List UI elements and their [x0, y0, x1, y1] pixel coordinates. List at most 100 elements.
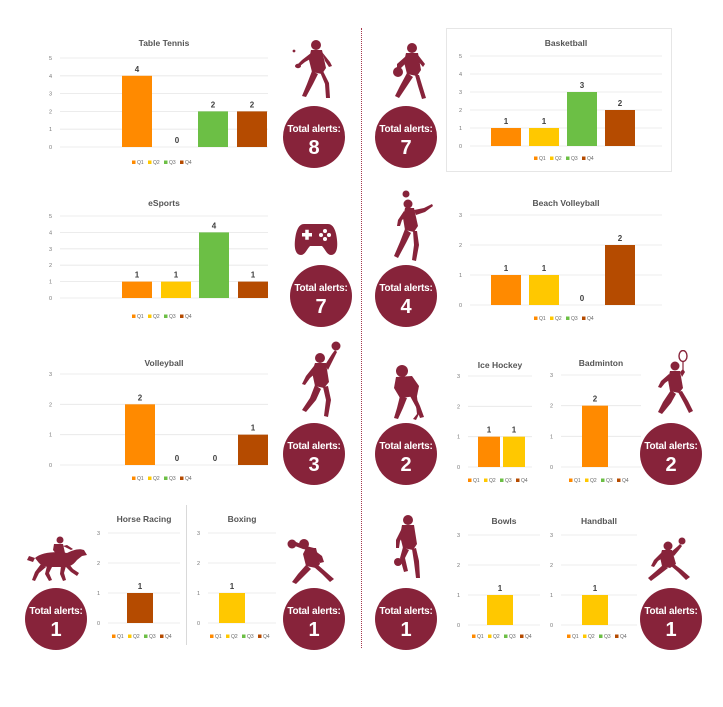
y-tick-label: 0	[49, 145, 52, 151]
data-label: 0	[175, 136, 180, 145]
legend-swatch	[550, 316, 554, 320]
legend-swatch	[112, 634, 116, 638]
legend-label: Q1	[117, 634, 124, 640]
legend-swatch	[500, 478, 504, 482]
data-label: 1	[498, 584, 503, 593]
chart-title: Badminton	[579, 358, 623, 368]
data-label: 1	[593, 584, 598, 593]
legend-label: Q1	[572, 634, 579, 640]
bar-q1	[125, 404, 155, 465]
badge-label: Total alerts:	[294, 283, 348, 294]
legend-swatch	[583, 634, 587, 638]
boxer-icon	[287, 539, 334, 584]
bowls-chart: Bowls 0 1 2 3 1 Q1 Q2 Q3 Q4	[452, 514, 544, 646]
y-tick-label: 2	[550, 563, 553, 569]
data-label: 1	[251, 271, 256, 280]
legend-swatch	[484, 478, 488, 482]
y-tick-label: 1	[49, 127, 52, 133]
chart-title: Horse Racing	[117, 514, 172, 524]
legend-swatch	[504, 634, 508, 638]
y-tick-label: 3	[97, 531, 100, 537]
badminton-player-icon	[658, 350, 693, 414]
legend-label: Q3	[505, 478, 512, 484]
chart-title: Table Tennis	[139, 38, 190, 48]
legend-label: Q1	[215, 634, 222, 640]
legend-swatch	[132, 476, 136, 480]
chart-title: Volleyball	[144, 358, 183, 368]
data-label: 1	[504, 117, 509, 126]
legend-swatch	[567, 634, 571, 638]
data-label: 1	[230, 582, 235, 591]
legend-swatch	[148, 314, 152, 318]
legend-swatch	[148, 160, 152, 164]
legend-swatch	[520, 634, 524, 638]
y-tick-label: 2	[49, 263, 52, 269]
chart-title: Basketball	[545, 38, 588, 48]
legend-swatch	[582, 316, 586, 320]
legend-swatch	[148, 476, 152, 480]
y-tick-label: 5	[49, 214, 52, 220]
legend-label: Q1	[574, 478, 581, 484]
boxing-chart-svg: Boxing 0 1 2 3 1 Q1 Q2 Q3 Q4	[197, 514, 276, 640]
legend-label: Q2	[153, 476, 160, 482]
table-tennis-player-icon	[292, 40, 332, 98]
badge-count: 3	[308, 454, 320, 476]
legend-label: Q3	[571, 156, 578, 162]
y-tick-label: 3	[457, 374, 460, 380]
horse-racing-chart-svg: Horse Racing 0 1 2 3 1 Q1 Q2 Q3 Q4	[97, 514, 180, 640]
y-tick-label: 1	[49, 280, 52, 286]
badge-label: Total alerts:	[287, 606, 341, 617]
badminton-total-badge: Total alerts: 2	[640, 423, 702, 485]
bar-q1	[122, 281, 152, 298]
data-label: 1	[542, 117, 547, 126]
basketball-chart-frame	[446, 28, 672, 172]
legend-swatch	[601, 478, 605, 482]
bowls-chart-svg: Bowls 0 1 2 3 1 Q1 Q2 Q3 Q4	[457, 516, 540, 640]
legend-label: Q1	[473, 478, 480, 484]
y-tick-label: 2	[97, 561, 100, 567]
legend-label: Q1	[137, 160, 144, 166]
y-tick-label: 1	[550, 593, 553, 599]
badge-label: Total alerts:	[379, 441, 433, 452]
y-tick-label: 0	[49, 463, 52, 469]
data-label: 2	[138, 393, 143, 402]
basketball-player-icon	[393, 43, 426, 99]
bar-q3	[198, 111, 228, 147]
legend-label: Q3	[149, 634, 156, 640]
legend-label: Q2	[555, 156, 562, 162]
data-label: 1	[174, 271, 179, 280]
y-tick-label: 4	[49, 74, 52, 80]
data-label: 1	[135, 271, 140, 280]
volleyball-player-icon	[394, 190, 433, 261]
legend-label: Q4	[185, 476, 192, 482]
legend-label: Q2	[590, 478, 597, 484]
y-tick-label: 1	[457, 593, 460, 599]
legend-label: Q3	[606, 478, 613, 484]
legend-label: Q1	[539, 316, 546, 322]
bar-q2	[161, 281, 191, 298]
y-tick-label: 2	[457, 404, 460, 410]
bar-q2	[219, 593, 245, 623]
y-tick-label: 0	[459, 303, 462, 309]
y-tick-label: 3	[550, 533, 553, 539]
badminton-chart: Badminton 0 1 2 3 2 Q1 Q2 Q3 Q4	[545, 356, 645, 490]
bar-q4	[605, 110, 635, 146]
legend-swatch	[242, 634, 246, 638]
y-tick-label: 2	[459, 108, 462, 114]
badge-count: 7	[400, 137, 412, 159]
bar-q1	[122, 75, 152, 147]
data-label: 0	[213, 454, 218, 463]
data-label: 4	[212, 221, 217, 230]
legend-swatch	[132, 160, 136, 164]
y-tick-label: 0	[457, 465, 460, 471]
legend-swatch	[128, 634, 132, 638]
legend-label: Q2	[153, 314, 160, 320]
legend-label: Q2	[133, 634, 140, 640]
table-tennis-total-badge: Total alerts: 8	[283, 106, 345, 168]
badge-count: 1	[665, 619, 677, 641]
data-label: 2	[618, 234, 623, 243]
horse-boxing-divider	[186, 505, 187, 645]
data-label: 1	[504, 264, 509, 273]
y-tick-label: 2	[457, 563, 460, 569]
badge-label: Total alerts:	[644, 606, 698, 617]
